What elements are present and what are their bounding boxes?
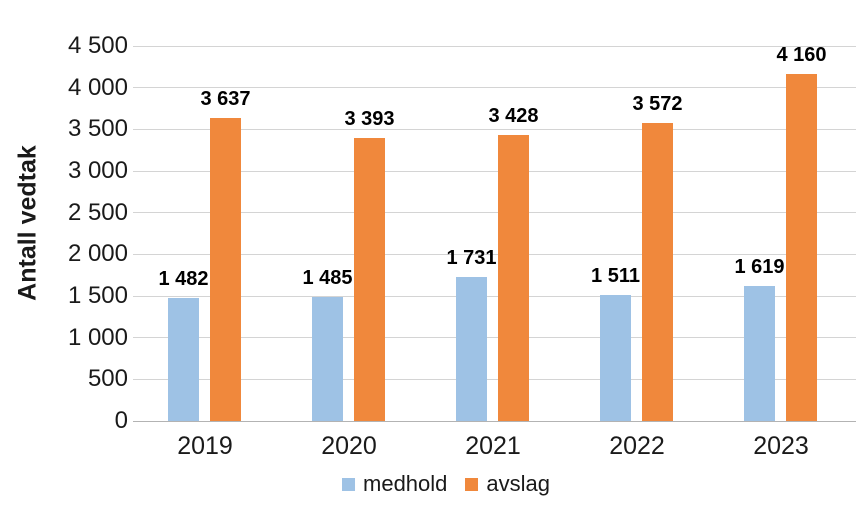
y-tick-label: 1 500 (67, 282, 128, 309)
gridline (133, 337, 856, 339)
y-tick-label: 4 500 (67, 32, 128, 59)
gridline (133, 212, 856, 214)
bar-avslag-2022 (642, 123, 673, 421)
bar-medhold-2022 (600, 295, 631, 421)
x-axis-label: 2023 (753, 432, 809, 460)
y-tick-label: 0 (114, 407, 128, 434)
legend-label-avslag: avslag (486, 471, 550, 496)
gridline (133, 170, 856, 172)
bar-medhold-2023 (744, 286, 775, 421)
bar-avslag-2021 (498, 135, 529, 421)
x-axis-label: 2019 (177, 432, 233, 460)
y-tick-label: 4 000 (67, 73, 128, 101)
bar-value-label: 3 637 (200, 87, 251, 110)
x-axis-label: 2022 (609, 432, 665, 460)
bar-medhold-2019 (168, 297, 199, 421)
bar-value-label: 1 511 (591, 265, 640, 288)
gridline (133, 295, 856, 297)
bar-value-label: 4 160 (776, 44, 827, 67)
bar-value-label: 1 485 (302, 267, 353, 290)
bar-medhold-2020 (312, 297, 343, 421)
x-axis-label: 2021 (465, 432, 521, 460)
y-tick-label: 3 000 (67, 157, 128, 184)
bar-value-label: 3 428 (488, 105, 539, 128)
gridline (133, 128, 856, 130)
y-tick-label: 1 000 (67, 323, 128, 351)
bar-value-label: 1 619 (734, 256, 785, 279)
y-tick-label: 3 500 (67, 115, 128, 143)
legend-marker-avslag (465, 477, 479, 491)
legend-label-medhold: medhold (363, 471, 448, 496)
y-tick-label: 2 000 (67, 240, 128, 268)
y-tick-label: 500 (87, 365, 128, 393)
gridline (133, 87, 856, 89)
bar-value-label: 3 393 (344, 108, 395, 131)
legend-item-avslag: avslag (465, 471, 550, 497)
bar-avslag-2020 (354, 138, 385, 421)
bar-avslag-2019 (210, 117, 241, 421)
y-tick-label: 2 500 (67, 198, 128, 226)
bar-value-label: 1 482 (158, 267, 209, 290)
bar-value-label: 1 731 (446, 246, 497, 269)
gridline (133, 253, 856, 255)
bar-medhold-2021 (456, 276, 487, 421)
x-axis-label: 2020 (321, 432, 377, 460)
legend-marker-medhold (342, 477, 356, 491)
bar-value-label: 3 572 (632, 93, 683, 116)
legend: medhold avslag (342, 471, 550, 497)
gridline (133, 378, 856, 380)
x-axis-line (133, 420, 856, 422)
bar-avslag-2023 (786, 74, 817, 421)
legend-item-medhold: medhold (342, 471, 447, 497)
gridline (133, 45, 856, 47)
